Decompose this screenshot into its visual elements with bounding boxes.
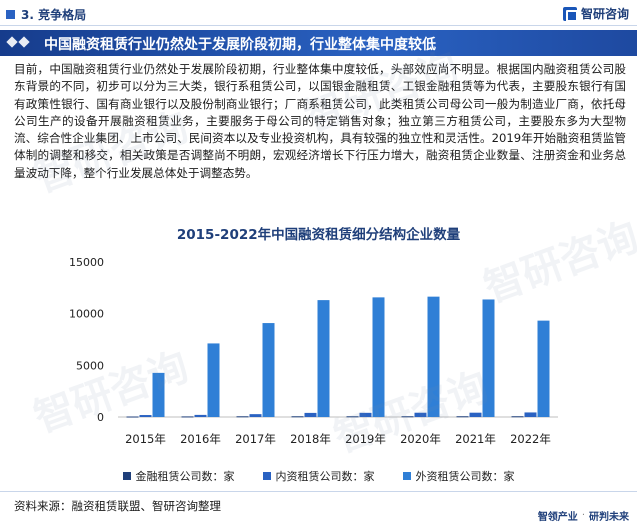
footer-brand-separator: · [581, 510, 585, 521]
bar-series1-5 [414, 412, 427, 417]
bar-series1-6 [469, 412, 482, 417]
source-note: 资料来源：融资租赁联盟、智研咨询整理 [14, 499, 221, 513]
bottom-divider [0, 491, 637, 492]
bar-series2-0 [152, 372, 165, 417]
bar-series0-6 [456, 416, 469, 418]
bar-series2-3 [317, 300, 330, 417]
bar-series1-2 [249, 414, 262, 417]
legend-label-0: 金融租赁公司数：家 [135, 470, 235, 483]
top-bar: 3. 竞争格局 智研咨询 [0, 0, 637, 26]
footer-brand: 智领产业 · 研判未来 [538, 508, 629, 523]
page-title: 中国融资租赁行业仍然处于发展阶段初期，行业整体集中度较低 [44, 37, 436, 53]
logo-text: 智研咨询 [580, 7, 629, 21]
body-paragraph: 目前，中国融资租赁行业仍然处于发展阶段初期，行业整体集中度较低，头部效应尚不明显… [14, 62, 626, 180]
bar-chart: 0 5000 10000 15000 2015年 2016年 2017年 2018年 2019年… [69, 256, 558, 446]
legend-item-0: 金融租赁公司数：家 [122, 468, 235, 484]
section-label: 3. 竞争格局 [21, 8, 87, 22]
legend-label-2: 外资租赁公司数：家 [415, 470, 515, 483]
top-divider [0, 25, 637, 26]
x-tick-label-2: 2017年 [235, 432, 276, 446]
bar-series0-4 [346, 416, 359, 418]
y-tick-label-2: 10000 [69, 308, 104, 321]
bar-series2-4 [372, 297, 385, 417]
x-tick-label-7: 2022年 [510, 432, 551, 446]
square-icon [6, 10, 15, 19]
x-tick-label-6: 2021年 [455, 432, 496, 446]
bar-series0-1 [181, 416, 194, 418]
y-tick-label-1: 5000 [76, 359, 104, 372]
footer-brand-left: 智领产业 [537, 512, 578, 523]
section-tag: 3. 竞争格局 [6, 6, 86, 23]
logo-icon [562, 6, 578, 22]
x-tick-label-0: 2015年 [125, 432, 166, 446]
title-band: 中国融资租赁行业仍然处于发展阶段初期，行业整体集中度较低 [0, 30, 637, 56]
bar-series0-5 [401, 416, 414, 418]
bar-series2-7 [537, 320, 550, 417]
legend-item-1: 内资租赁公司数：家 [262, 468, 375, 484]
legend-swatch-0 [122, 472, 131, 480]
bar-series1-7 [524, 412, 537, 417]
bar-series0-7 [511, 416, 524, 418]
bar-series0-0 [126, 416, 139, 418]
bar-series1-0 [139, 415, 152, 417]
bar-series1-3 [304, 412, 317, 417]
legend-label-1: 内资租赁公司数：家 [275, 470, 375, 483]
company-logo: 智研咨询 [562, 5, 629, 22]
legend-swatch-2 [402, 472, 411, 480]
x-tick-label-5: 2020年 [400, 432, 441, 446]
diamond-icons [6, 36, 32, 48]
bar-series2-5 [427, 296, 440, 417]
x-tick-label-4: 2019年 [345, 432, 386, 446]
bar-series2-2 [262, 323, 275, 417]
chart-title: 2015-2022年中国融资租赁细分结构企业数量 [176, 227, 461, 243]
bar-series1-4 [359, 412, 372, 417]
x-tick-label-3: 2018年 [290, 432, 331, 446]
bar-series0-3 [291, 416, 304, 418]
bar-series2-6 [482, 299, 495, 417]
footer-brand-right: 研判未来 [589, 512, 629, 523]
legend-swatch-1 [262, 472, 271, 480]
legend-item-2: 外资租赁公司数：家 [402, 468, 515, 484]
chart-legend: 金融租赁公司数：家 内资租赁公司数：家 外资租赁公司数：家 [0, 468, 637, 484]
bar-series1-1 [194, 414, 207, 417]
bar-series2-1 [207, 343, 220, 417]
bar-series0-2 [236, 416, 249, 418]
y-tick-label-0: 0 [97, 411, 104, 424]
y-tick-label-3: 15000 [69, 256, 104, 269]
x-tick-label-1: 2016年 [180, 432, 221, 446]
